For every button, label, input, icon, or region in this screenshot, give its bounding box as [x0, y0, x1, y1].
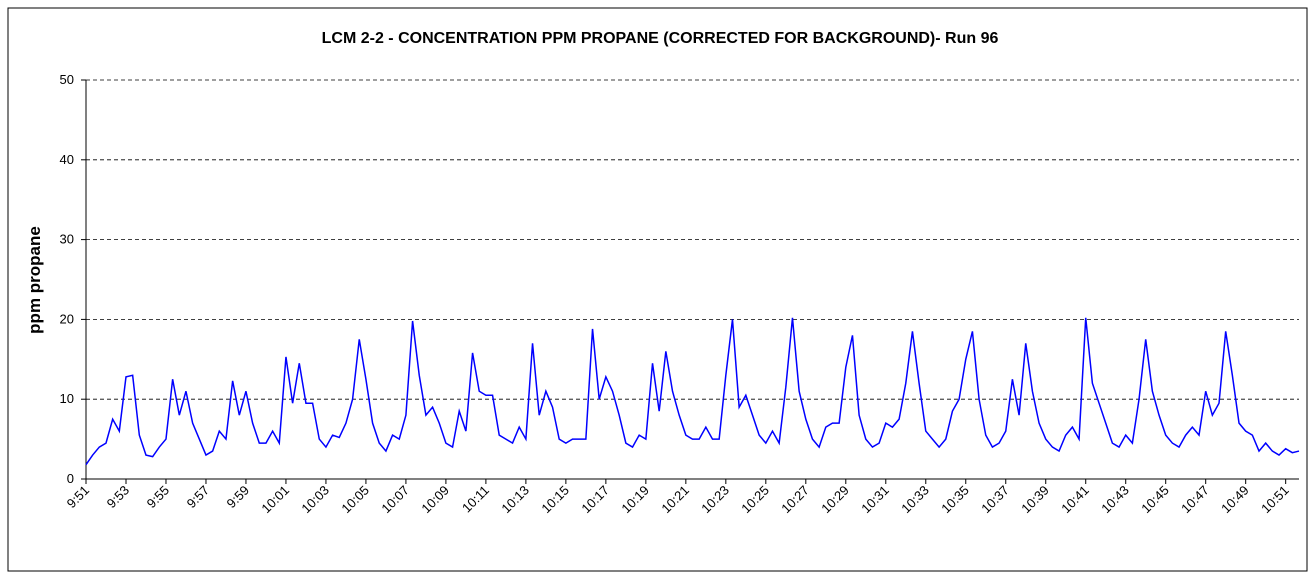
- y-axis-label: ppm propane: [25, 226, 44, 334]
- data-line: [85, 317, 1300, 466]
- y-tick-label: 30: [60, 232, 74, 247]
- y-tick-label: 10: [60, 391, 74, 406]
- y-tick-label: 20: [60, 311, 74, 326]
- y-tick-label: 0: [67, 471, 74, 486]
- y-tick-label: 40: [60, 152, 74, 167]
- chart-title: LCM 2-2 - CONCENTRATION PPM PROPANE (COR…: [322, 30, 999, 47]
- y-tick-label: 50: [60, 72, 74, 87]
- chart-frame: [7, 7, 1308, 572]
